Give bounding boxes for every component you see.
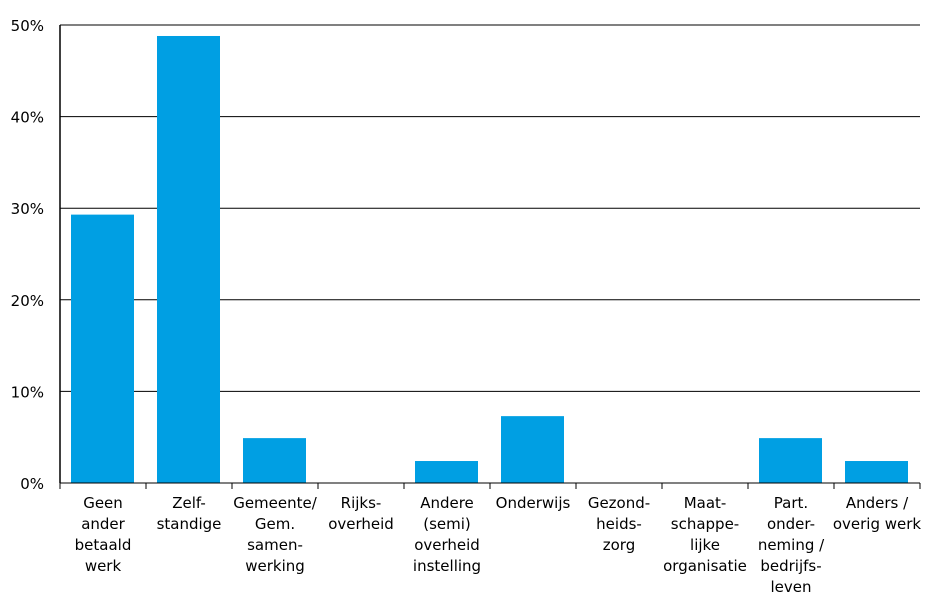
x-category-label-line: overig werk [833, 515, 922, 533]
bar [501, 416, 564, 483]
bar [845, 461, 908, 483]
x-category-label-line: ander [81, 515, 125, 533]
y-tick-label: 30% [11, 200, 44, 218]
x-category-label-line: Rijks- [341, 494, 382, 512]
x-category-label: Rijks-overheid [328, 494, 394, 533]
x-category-label-line: bedrijfs- [760, 557, 821, 575]
axes [59, 25, 921, 489]
x-category-label-line: onder- [767, 515, 815, 533]
x-category-label-line: zorg [603, 536, 635, 554]
x-category-label: Gemeente/Gem. samen-werking [233, 494, 318, 575]
x-category-label-line: werk [85, 557, 122, 575]
y-tick-label: 40% [11, 109, 44, 127]
x-category-label-line: neming / [758, 536, 825, 554]
x-category-label-line: Zelf- [172, 494, 206, 512]
x-category-label-line: Gem. [255, 515, 295, 533]
y-tick-label: 50% [11, 17, 44, 35]
x-category-label-line: Geen [83, 494, 123, 512]
x-category-labels: Geen ander betaald werk Zelf-standige Gemeent… [75, 494, 922, 596]
x-category-label-line: heids- [596, 515, 642, 533]
x-category-label-line: Andere [420, 494, 474, 512]
bar [71, 214, 134, 483]
x-category-label-line: organisatie [663, 557, 747, 575]
bar [243, 438, 306, 483]
y-tick-label: 20% [11, 292, 44, 310]
x-category-label-line: Part. [774, 494, 808, 512]
x-category-label-line: Gemeente/ [233, 494, 318, 512]
x-category-label: Maat-schappe-lijke organisatie [663, 494, 747, 575]
y-tick-label: 10% [11, 383, 44, 401]
x-category-label-line: (semi) [423, 515, 471, 533]
x-category-label-line: lijke [690, 536, 720, 554]
x-category-label-line: leven [770, 578, 811, 596]
bar [415, 461, 478, 483]
x-category-label-line: schappe- [671, 515, 739, 533]
x-category-label: Geen ander betaald werk [75, 494, 132, 575]
bar [157, 35, 220, 483]
x-category-label-line: overheid [328, 515, 394, 533]
x-category-label-line: instelling [413, 557, 481, 575]
x-category-label: Onderwijs [496, 494, 571, 512]
x-category-label-line: Anders / [846, 494, 909, 512]
x-category-label: Zelf-standige [157, 494, 222, 533]
x-category-label-line: Onderwijs [496, 494, 571, 512]
x-category-label-line: Maat- [684, 494, 727, 512]
x-category-label-line: Gezond- [588, 494, 650, 512]
x-category-label: Gezond-heids-zorg [588, 494, 650, 554]
x-category-label-line: samen- [247, 536, 303, 554]
bar [759, 438, 822, 483]
x-category-label: Part. onder-neming / bedrijfs-leven [758, 494, 825, 596]
x-category-label-line: betaald [75, 536, 132, 554]
x-category-label-line: werking [245, 557, 305, 575]
x-category-label: Andere (semi) overheid instelling [413, 494, 481, 575]
bars [71, 35, 908, 483]
y-tick-label: 0% [20, 475, 44, 493]
y-tick-labels: 0% 10% 20% 30% 40% 50% [11, 17, 44, 493]
x-category-label-line: overheid [414, 536, 480, 554]
x-category-label: Anders / overig werk [833, 494, 922, 533]
x-category-label-line: standige [157, 515, 222, 533]
